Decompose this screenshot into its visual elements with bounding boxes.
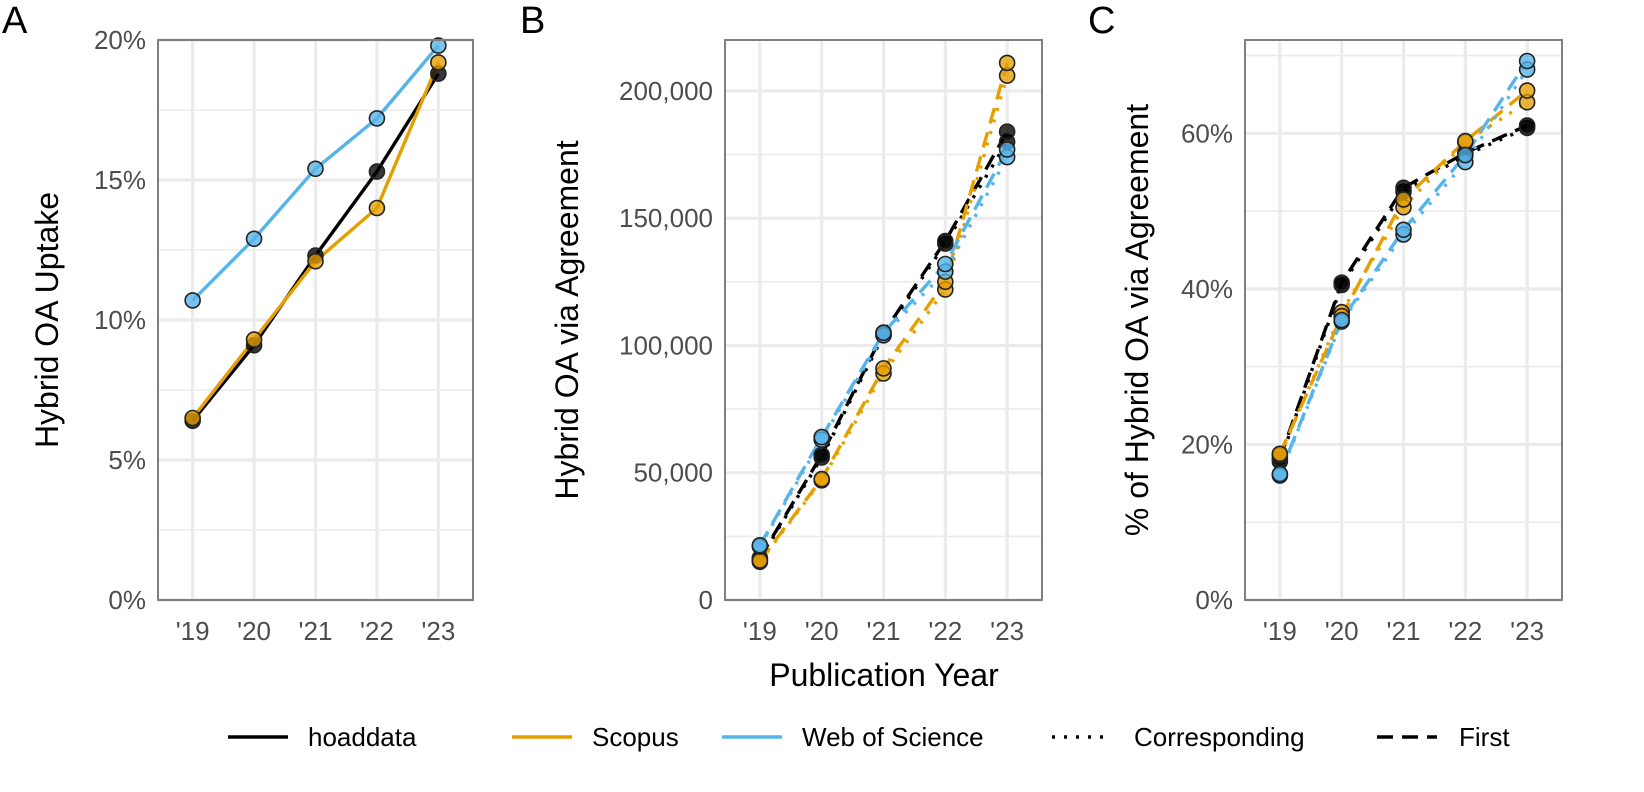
- data-point-scopus: [184, 409, 201, 427]
- data-point-web-of-science-first: [1271, 465, 1289, 483]
- x-tick-label: '20: [237, 616, 271, 646]
- data-point-hoaddata-first: [813, 446, 830, 464]
- panel-frame: [157, 39, 474, 601]
- y-axis-title: Hybrid OA Uptake: [29, 192, 65, 448]
- y-tick-label: 40%: [1181, 274, 1233, 304]
- x-tick-label: '23: [1510, 616, 1544, 646]
- x-tick-label: '22: [1448, 616, 1482, 646]
- data-point-web-of-science: [245, 230, 263, 248]
- y-tick-label: 5%: [108, 445, 146, 475]
- panel-a: 0% 5% 10% 15% 20% '19 '20 '21 '22 '23 Hybrid OA Up…: [2, 0, 474, 646]
- legend: hoaddata Scopus Web of Science Correspondin…: [228, 722, 1510, 752]
- data-point-web-of-science-first: [1518, 52, 1536, 70]
- y-tick-label: 20%: [1181, 429, 1233, 459]
- y-tick-label: 100,000: [619, 330, 713, 360]
- y-tick-label: 50,000: [633, 458, 713, 488]
- data-point-web-of-science-first: [813, 428, 830, 446]
- y-axis-title: Hybrid OA via Agreement: [549, 140, 585, 499]
- legend-label-web-of-science: Web of Science: [802, 722, 984, 752]
- x-tick-label: '22: [928, 616, 962, 646]
- data-point-hoaddata-first: [1518, 117, 1536, 134]
- y-tick-label: 10%: [94, 305, 146, 335]
- x-tick-label: '19: [743, 616, 777, 646]
- data-point-web-of-science: [184, 292, 201, 309]
- panel-frame: [724, 39, 1043, 601]
- panel-c: 0% 20% 40% 60% '19 '20 '21 '22 '23 % of Hybrid OA…: [1088, 0, 1563, 646]
- data-point-scopus-first: [998, 54, 1016, 72]
- data-point-hoaddata: [368, 163, 386, 180]
- data-point-scopus-first: [751, 552, 769, 569]
- legend-label-hoaddata: hoaddata: [308, 722, 417, 752]
- data-point-scopus: [307, 252, 324, 270]
- data-point-web-of-science-first: [1333, 311, 1350, 329]
- panel-b: 0 50,000 100,000 150,000 200,000 '19 '20 '21 '22…: [520, 0, 1043, 693]
- x-tick-label: '22: [360, 616, 394, 646]
- y-tick-label: 0: [699, 585, 713, 615]
- panel-label: C: [1088, 0, 1115, 42]
- data-point-web-of-science-first: [1457, 146, 1474, 164]
- data-point-hoaddata-first: [937, 232, 954, 250]
- x-axis-title: Publication Year: [769, 657, 999, 693]
- x-tick-label: '20: [805, 616, 839, 646]
- x-tick-label: '21: [1387, 616, 1421, 646]
- legend-label-corresponding: Corresponding: [1134, 722, 1305, 752]
- data-point-scopus-first: [1271, 445, 1289, 463]
- data-point-scopus-first: [1518, 82, 1536, 99]
- data-point-web-of-science-first: [998, 141, 1016, 158]
- x-tick-label: '21: [299, 616, 333, 646]
- x-tick-label: '19: [1263, 616, 1297, 646]
- data-point-scopus: [430, 54, 447, 71]
- y-tick-label: 150,000: [619, 203, 713, 233]
- data-point-web-of-science: [368, 110, 386, 127]
- series-line-web-of-science-first: [758, 148, 1009, 547]
- y-tick-label: 0%: [108, 585, 146, 615]
- panel-label: B: [520, 0, 545, 42]
- data-point-scopus-first: [1395, 191, 1412, 208]
- x-tick-label: '19: [176, 616, 210, 646]
- y-tick-label: 60%: [1181, 118, 1233, 148]
- panel-frame: [1244, 39, 1563, 601]
- data-point-web-of-science: [430, 37, 447, 54]
- x-tick-label: '21: [867, 616, 901, 646]
- y-tick-label: 0%: [1195, 585, 1233, 615]
- data-point-web-of-science-first: [751, 536, 769, 554]
- x-tick-label: '23: [421, 616, 455, 646]
- data-point-scopus: [245, 331, 263, 348]
- data-point-web-of-science: [307, 160, 324, 178]
- y-tick-label: 15%: [94, 165, 146, 195]
- data-point-web-of-science-first: [875, 324, 892, 342]
- panel-label: A: [2, 0, 28, 42]
- y-tick-label: 20%: [94, 25, 146, 55]
- data-point-hoaddata-first: [998, 123, 1016, 140]
- data-point-scopus: [368, 199, 386, 217]
- x-tick-label: '20: [1325, 616, 1359, 646]
- legend-label-scopus: Scopus: [592, 722, 679, 752]
- data-point-hoaddata-first: [1333, 274, 1350, 291]
- data-point-scopus-first: [813, 470, 830, 488]
- y-tick-label: 200,000: [619, 76, 713, 106]
- y-axis-title: % of Hybrid OA via Agreement: [1119, 104, 1155, 536]
- data-point-scopus-first: [1457, 132, 1474, 150]
- data-point-web-of-science-first: [1395, 221, 1412, 239]
- data-point-web-of-science-first: [937, 255, 954, 273]
- data-point-scopus-first: [875, 360, 892, 377]
- legend-label-first: First: [1459, 722, 1510, 752]
- x-tick-label: '23: [990, 616, 1024, 646]
